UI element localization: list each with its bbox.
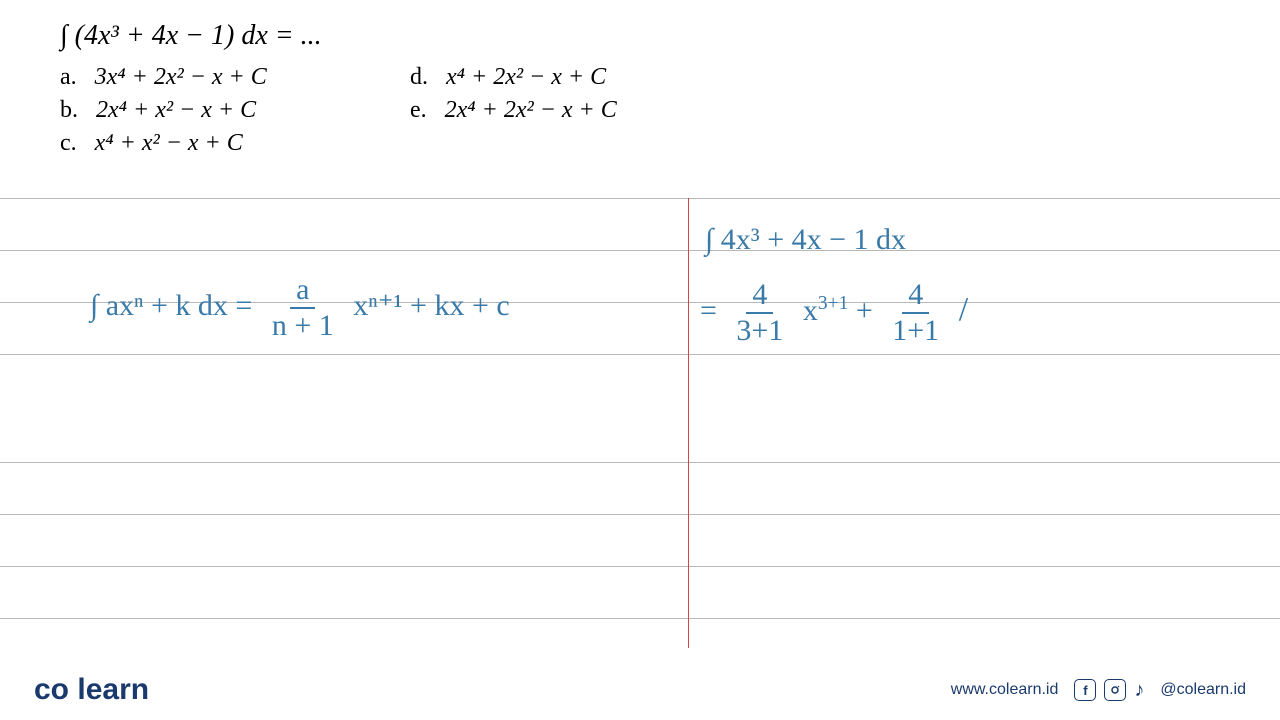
footer-url: www.colearn.id	[951, 681, 1059, 699]
formula-integral: ∫ axⁿ + k dx = a n + 1 xⁿ⁺¹ + kx + c	[90, 275, 510, 341]
footer-right: www.colearn.id f ♪ @colearn.id	[951, 679, 1246, 702]
option-e: e. 2x⁴ + 2x² − x + C	[410, 97, 730, 124]
facebook-icon: f	[1074, 679, 1096, 701]
work-line2: = 4 3+1 x3+1 + 4 1+1 /	[700, 280, 968, 346]
formula-fraction: a n + 1	[266, 275, 340, 341]
option-d: d. x⁴ + 2x² − x + C	[410, 64, 730, 91]
option-c: c. x⁴ + x² − x + C	[60, 130, 380, 157]
footer-bar: co learn www.colearn.id f ♪ @colearn.id	[0, 660, 1280, 720]
social-icons: f ♪	[1074, 679, 1144, 702]
option-a: a. 3x⁴ + 2x² − x + C	[60, 64, 380, 91]
question-text: ∫ (4x³ + 4x − 1) dx = ...	[40, 20, 1240, 52]
notebook-lines	[0, 198, 1280, 650]
tiktok-icon: ♪	[1134, 679, 1144, 702]
work-frac1: 4 3+1	[730, 280, 789, 346]
options-grid: a. 3x⁴ + 2x² − x + C d. x⁴ + 2x² − x + C…	[40, 64, 1240, 157]
instagram-icon	[1104, 679, 1126, 701]
work-slash: /	[959, 291, 968, 328]
work-frac2: 4 1+1	[886, 280, 945, 346]
work-line1: ∫ 4x³ + 4x − 1 dx	[705, 225, 906, 255]
option-b: b. 2x⁴ + x² − x + C	[60, 97, 380, 124]
red-margin-line	[688, 198, 689, 648]
footer-handle: @colearn.id	[1160, 681, 1246, 699]
brand-logo: co learn	[34, 673, 149, 707]
problem-block: ∫ (4x³ + 4x − 1) dx = ... a. 3x⁴ + 2x² −…	[0, 0, 1280, 157]
